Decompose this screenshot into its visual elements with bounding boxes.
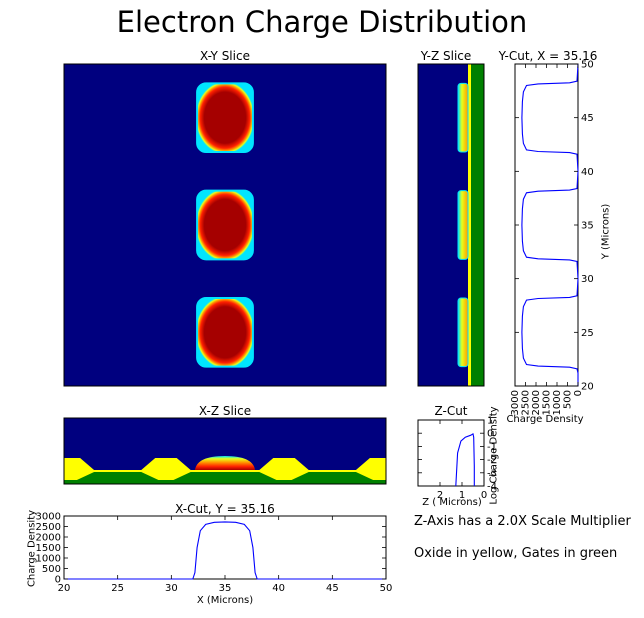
y-cut-xtick-label: 0 [573, 390, 584, 396]
figure-title: Electron Charge Distribution [116, 5, 528, 39]
z-cut-ytick-label: -2 [487, 455, 497, 466]
yz-charge-blob-3 [457, 297, 469, 368]
z-cut-ytick-label: -4 [487, 482, 497, 493]
y-cut-xtick-label: 2500 [521, 390, 532, 415]
x-cut-xlabel: X (Microns) [196, 595, 254, 606]
y-cut-ytick-label: 40 [581, 167, 594, 178]
xz-gate-profile [64, 472, 386, 484]
yz-charge-blob-1 [457, 82, 469, 153]
xy-charge-blob-2 [196, 189, 254, 261]
y-cut-ytick-label: 30 [581, 274, 594, 285]
xz-charge-dome [194, 456, 256, 470]
y-cut-ylabel: Y (Microns) [600, 203, 612, 260]
x-cut-ytick-label: 2000 [36, 533, 61, 544]
yz-gate-region [471, 64, 484, 386]
x-cut-xtick-label: 30 [165, 583, 178, 594]
x-cut-xtick-label: 40 [272, 583, 285, 594]
z-cut-ytick-label: 1 [487, 416, 493, 427]
x-cut-ytick-label: 1500 [36, 543, 61, 554]
y-cut-ytick-label: 20 [581, 382, 594, 393]
y-cut-ytick-label: 25 [581, 328, 594, 339]
x-cut-ytick-label: 3000 [36, 512, 61, 523]
z-cut-ytick-label: -1 [487, 442, 497, 453]
y-cut-xlabel: Charge Density [506, 414, 584, 425]
y-cut-ytick-label: 50 [581, 60, 594, 71]
z-cut-title: Z-Cut [434, 404, 468, 418]
y-cut-xtick-label: 2000 [531, 390, 542, 415]
x-cut-xtick-label: 50 [380, 583, 393, 594]
z-cut-series-line [455, 433, 475, 487]
x-cut-xtick-label: 20 [58, 583, 71, 594]
y-cut-xtick-label: 3000 [510, 390, 521, 415]
x-cut-ylabel: Charge Density [26, 509, 38, 588]
y-cut-frame [514, 63, 579, 387]
z-cut-xtick-label: 2 [437, 490, 443, 501]
z-cut-frame [417, 419, 485, 487]
y-cut-xtick-label: 1000 [552, 390, 563, 415]
y-cut-ytick-label: 45 [581, 113, 594, 124]
y-cut-title: Y-Cut, X = 35.16 [498, 49, 598, 63]
x-cut-xtick-label: 45 [326, 583, 339, 594]
xz-slice-frame [63, 417, 387, 485]
color-legend-note: Oxide in yellow, Gates in green [414, 546, 618, 561]
yz-oxide-layer [468, 64, 471, 386]
x-cut-title: X-Cut, Y = 35.16 [175, 502, 275, 516]
z-cut-xlabel: Z ( Microns) [422, 497, 482, 508]
z-cut-ytick-label: 0 [487, 429, 493, 440]
x-cut-ytick-label: 0 [55, 575, 61, 586]
x-cut-series-line [64, 521, 386, 580]
z-cut-xtick-label: 0 [481, 490, 487, 501]
xy-slice-frame [63, 63, 387, 387]
z-cut-ylabel: Log Charge Density [488, 406, 500, 505]
y-cut-xtick-label: 500 [563, 390, 574, 409]
x-cut-frame [63, 515, 387, 580]
y-cut-series-line [521, 63, 579, 386]
xy-charge-blob-3 [196, 296, 254, 368]
z-cut-xtick-label: 1 [459, 490, 465, 501]
y-cut-xtick-label: 1500 [542, 390, 553, 415]
z-axis-scale-note: Z-Axis has a 2.0X Scale Multiplier [414, 514, 631, 529]
yz-slice-title: Y-Z Slice [420, 49, 472, 63]
x-cut-xtick-label: 25 [111, 583, 124, 594]
z-cut-ytick-label: -3 [487, 468, 497, 479]
x-cut-xtick-label: 35 [219, 583, 232, 594]
x-cut-ytick-label: 2500 [36, 522, 61, 533]
yz-charge-blob-2 [457, 190, 469, 260]
xy-slice-title: X-Y Slice [200, 49, 250, 63]
yz-slice-frame [417, 63, 485, 387]
x-cut-ytick-label: 1000 [36, 554, 61, 565]
y-cut-ytick-label: 35 [581, 221, 594, 232]
xz-slice-title: X-Z Slice [198, 404, 252, 418]
xy-charge-blob-1 [196, 82, 254, 154]
x-cut-ytick-label: 500 [42, 564, 61, 575]
